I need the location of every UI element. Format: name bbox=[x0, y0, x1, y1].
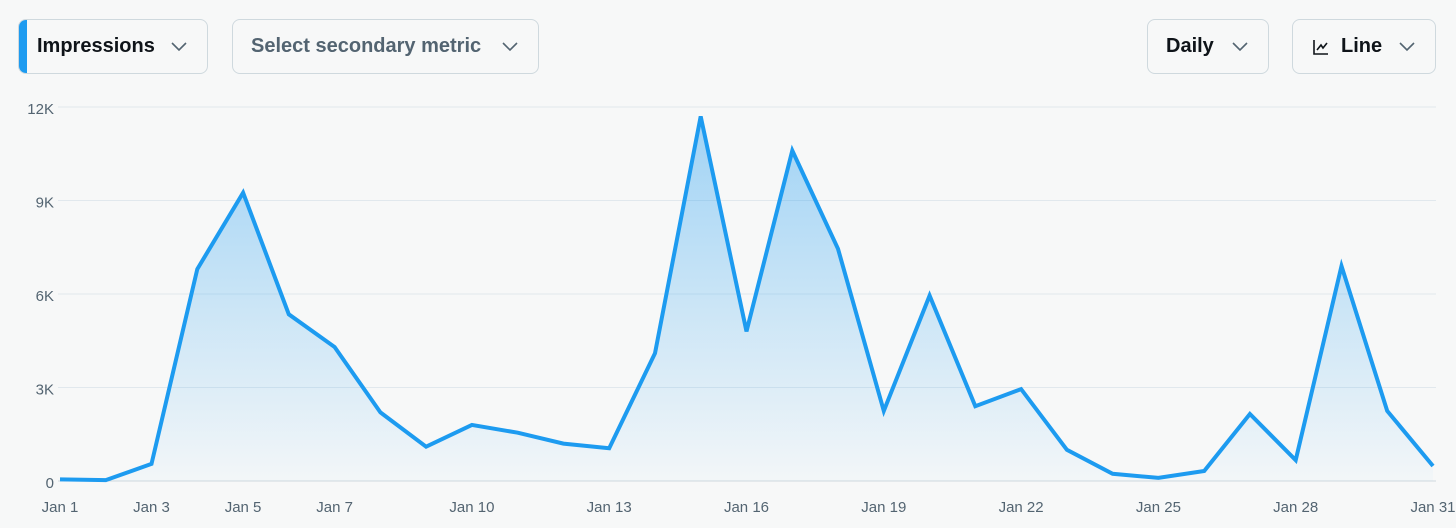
x-tick-label: Jan 3 bbox=[133, 499, 170, 516]
dropdown-label: Select secondary metric bbox=[251, 35, 482, 57]
y-tick-label: 6K bbox=[36, 288, 54, 305]
interval-dropdown[interactable]: Daily bbox=[1147, 19, 1269, 74]
y-tick-label: 0 bbox=[46, 475, 54, 492]
chevron bbox=[502, 41, 518, 51]
dropdown-label: Daily bbox=[1166, 35, 1214, 57]
x-tick-label: Jan 25 bbox=[1136, 499, 1181, 516]
chevron bbox=[1232, 41, 1248, 51]
line bbox=[59, 115, 1435, 483]
x-tick-label: Jan 28 bbox=[1273, 499, 1318, 516]
chevron bbox=[1399, 41, 1415, 51]
x-tick-label: Jan 13 bbox=[587, 499, 632, 516]
chart-style-dropdown[interactable]: Line bbox=[1292, 19, 1436, 74]
dropdown-label: Line bbox=[1341, 35, 1383, 57]
primary-metric-dropdown[interactable]: Impressions bbox=[18, 19, 208, 74]
chevron bbox=[171, 41, 187, 51]
x-tick-label: Jan 22 bbox=[999, 499, 1044, 516]
line-chart-icon bbox=[1313, 39, 1328, 55]
x-tick-label: Jan 10 bbox=[449, 499, 494, 516]
dropdown-label: Impressions bbox=[37, 35, 155, 57]
x-tick-label: Jan 31 bbox=[1410, 499, 1455, 516]
x-tick-label: Jan 5 bbox=[225, 499, 262, 516]
x-tick-label: Jan 7 bbox=[316, 499, 353, 516]
y-tick-label: 3K bbox=[36, 381, 54, 398]
x-tick-label: Jan 1 bbox=[42, 499, 79, 516]
y-tick-label: 12K bbox=[27, 101, 54, 118]
x-tick-label: Jan 16 bbox=[724, 499, 769, 516]
x-tick-label: Jan 19 bbox=[861, 499, 906, 516]
y-tick-label: 9K bbox=[36, 194, 54, 211]
secondary-metric-dropdown[interactable]: Select secondary metric bbox=[232, 19, 539, 74]
area bbox=[60, 116, 1433, 482]
active-indicator bbox=[19, 20, 27, 73]
